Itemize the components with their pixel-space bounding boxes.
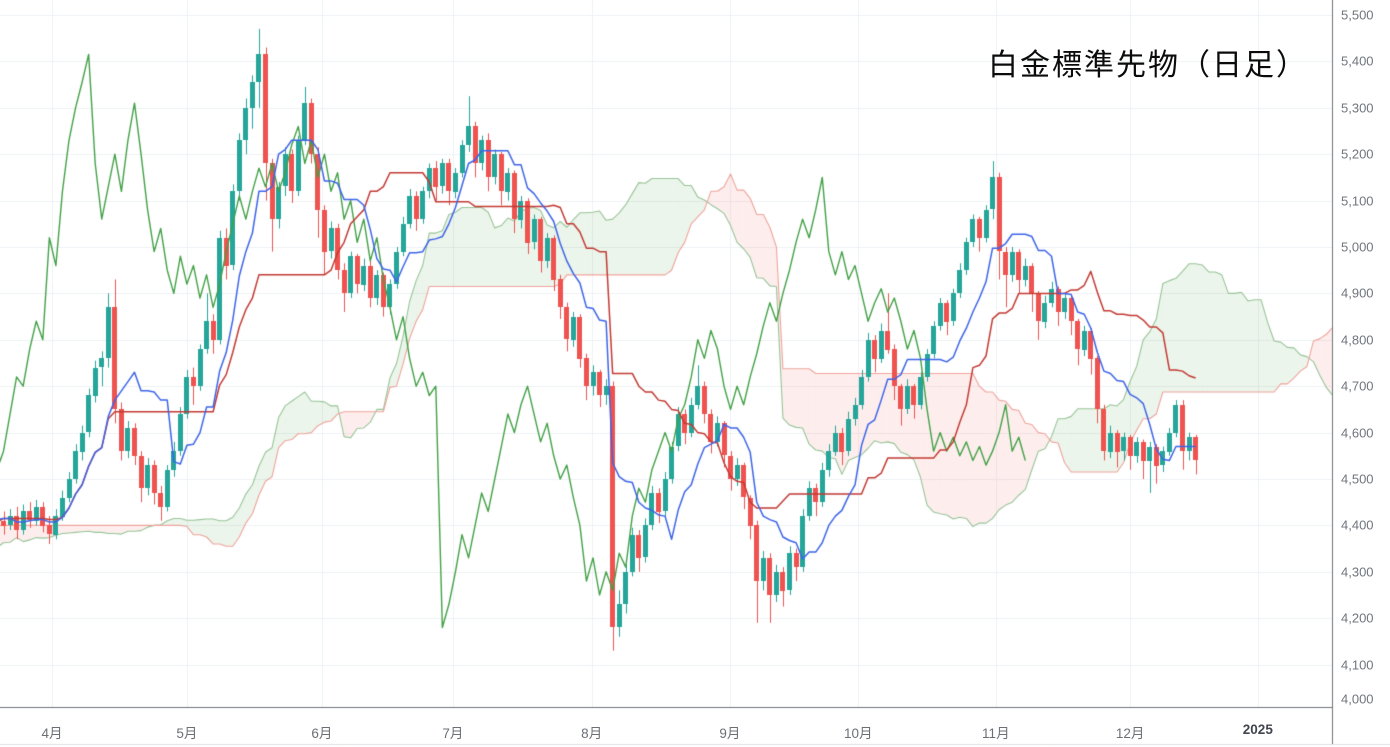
x-axis-label: 2025 xyxy=(1242,722,1273,737)
x-axis-label: 8月 xyxy=(581,726,603,741)
x-axis-label: 10月 xyxy=(844,726,873,741)
y-axis-label: 4,500 xyxy=(1341,471,1374,487)
y-axis-label: 4,600 xyxy=(1341,425,1374,441)
y-axis-label: 4,100 xyxy=(1341,657,1374,673)
y-axis-label: 5,100 xyxy=(1341,193,1374,209)
x-axis-label: 7月 xyxy=(442,726,464,741)
y-axis-label: 4,900 xyxy=(1341,285,1374,301)
y-axis-label: 4,000 xyxy=(1341,691,1374,707)
y-axis-label: 5,300 xyxy=(1341,100,1374,116)
y-axis-label: 5,400 xyxy=(1341,53,1374,69)
y-axis-label: 4,200 xyxy=(1341,610,1374,626)
chart-title: 白金標準先物（日足） xyxy=(988,49,1308,82)
y-axis-label: 4,400 xyxy=(1341,517,1374,533)
x-axis-label: 11月 xyxy=(982,726,1010,741)
x-axis-label: 4月 xyxy=(41,726,63,741)
y-axis-label: 5,000 xyxy=(1341,239,1374,255)
y-axis-label: 4,300 xyxy=(1341,564,1374,580)
x-axis-label: 5月 xyxy=(176,726,198,741)
y-axis-label: 5,200 xyxy=(1341,146,1374,162)
x-axis-label: 9月 xyxy=(719,726,741,741)
y-axis-label: 4,800 xyxy=(1341,332,1374,348)
x-axis-label: 12月 xyxy=(1115,726,1145,741)
y-axis-label: 5,500 xyxy=(1341,7,1374,23)
x-axis-label: 6月 xyxy=(311,726,333,741)
y-axis-label: 4,700 xyxy=(1341,378,1374,394)
